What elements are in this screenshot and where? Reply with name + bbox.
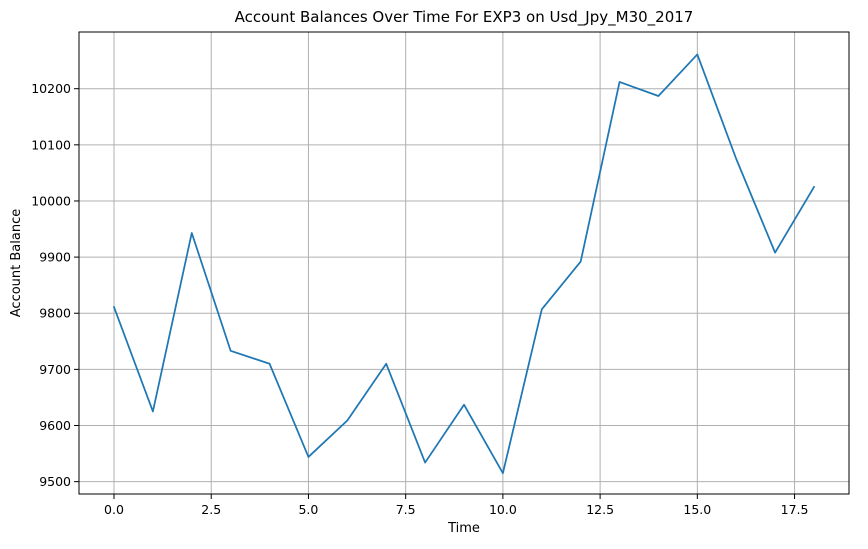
x-tick-label: 2.5	[201, 502, 221, 517]
x-tick-label: 12.5	[586, 502, 614, 517]
grid-lines	[79, 32, 849, 494]
x-tick-label: 17.5	[781, 502, 809, 517]
x-tick-label: 10.0	[489, 502, 517, 517]
y-tick-label: 9900	[39, 250, 71, 265]
chart-title: Account Balances Over Time For EXP3 on U…	[235, 8, 694, 27]
y-axis-label: Account Balance	[9, 209, 24, 317]
y-tick-label: 9700	[39, 362, 71, 377]
x-tick-label: 7.5	[396, 502, 416, 517]
y-tick-label: 9600	[39, 418, 71, 433]
series-layer	[112, 53, 816, 475]
x-tick-label: 15.0	[683, 502, 711, 517]
axis-ticks: 0.0 2.5 5.0 7.5 10.0 12.5 15.0 17.5 9500 9600 9700…	[31, 81, 808, 517]
plot-area-background	[79, 32, 849, 494]
x-tick-label: 0.0	[104, 502, 124, 517]
x-axis-label: Time	[447, 521, 480, 536]
plot-frame	[78, 31, 850, 495]
x-tick-label: 5.0	[298, 502, 318, 517]
y-tick-label: 10100	[31, 137, 71, 152]
y-tick-label: 10000	[31, 193, 71, 208]
y-tick-label: 9500	[39, 474, 71, 489]
series-line	[112, 53, 816, 475]
y-tick-label: 10200	[31, 81, 71, 96]
y-tick-label: 9800	[39, 306, 71, 321]
